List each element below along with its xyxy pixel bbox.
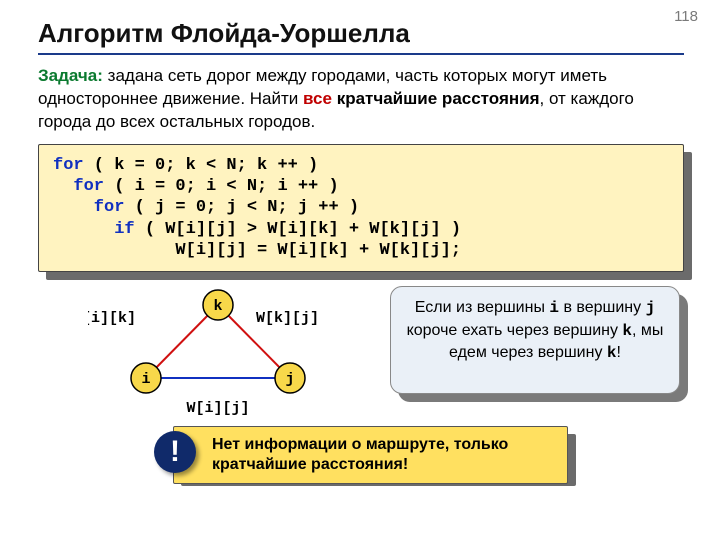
svg-text:W[i][j]: W[i][j] [186,400,249,417]
code-l3: ( j = 0; j < N; j ++ ) [124,198,359,217]
graph-diagram: W[i][k] W[k][j] W[i][j] k i j [88,280,368,430]
task-label: Задача: [38,66,103,85]
code-block: for ( k = 0; k < N; k ++ ) for ( i = 0; … [38,144,684,272]
callout-j: j [646,299,656,317]
callout-e: ! [617,344,621,361]
title-underline [38,53,684,55]
code-l5: W[i][j] = W[i][k] + W[k][j]; [53,241,461,260]
callout-i: i [549,299,559,317]
callout-k1: k [622,322,632,340]
code-l4: ( W[i][j] > W[i][k] + W[k][j] ) [135,220,461,239]
code-l2: ( i = 0; i < N; i ++ ) [104,177,339,196]
kw-for-2: for [53,177,104,196]
svg-text:k: k [213,298,222,315]
task-bold: кратчайшие расстояния [337,89,540,108]
page-number: 118 [674,8,698,25]
callout-c: короче ехать через вершину [407,322,623,339]
callout-a: Если из вершины [415,299,550,316]
bottom-row: W[i][k] W[k][j] W[i][j] k i j Если из вершины… [38,286,684,436]
callout-k2: k [607,344,617,362]
warning-block: ! Нет информации о маршруте, только крат… [173,426,603,484]
code-box: for ( k = 0; k < N; k ++ ) for ( i = 0; … [38,144,684,272]
exclamation-icon: ! [154,431,196,473]
kw-for-1: for [53,156,84,175]
slide: 118 Алгоритм Флойда-Уоршелла Задача: зад… [0,0,720,540]
kw-for-3: for [53,198,124,217]
warn-text: Нет информации о маршруте, только кратча… [212,436,508,473]
svg-text:j: j [285,371,294,388]
task-text: Задача: задана сеть дорог между городами… [38,65,684,134]
warn-box: ! Нет информации о маршруте, только крат… [173,426,568,484]
svg-text:W[i][k]: W[i][k] [88,310,136,327]
kw-if: if [53,220,135,239]
explanation-callout: Если из вершины i в вершину j короче еха… [390,286,680,394]
svg-text:W[k][j]: W[k][j] [256,310,319,327]
code-l1: ( k = 0; k < N; k ++ ) [84,156,319,175]
task-highlight: все [303,89,332,108]
svg-text:i: i [141,371,150,388]
callout-b: в вершину [559,299,646,316]
page-title: Алгоритм Флойда-Уоршелла [38,18,684,49]
